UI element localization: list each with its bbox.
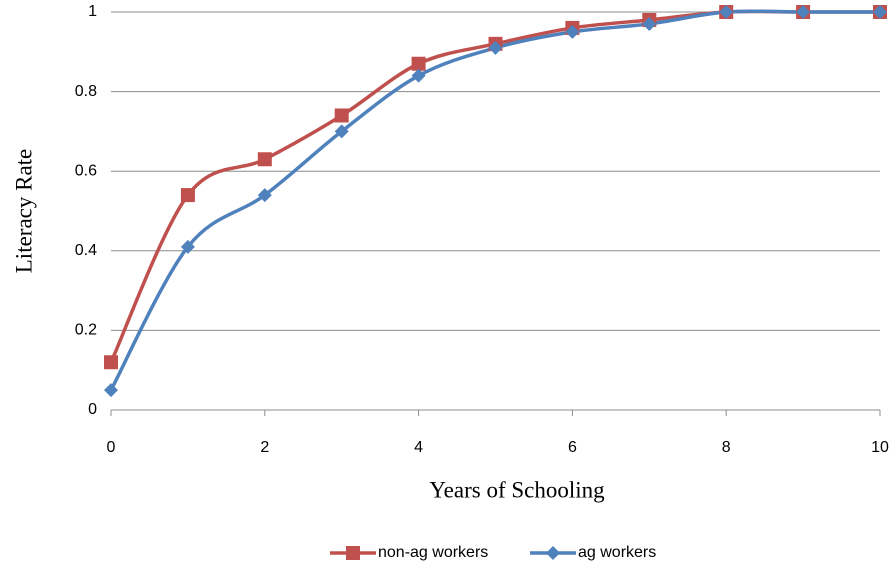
marker: [180, 188, 195, 203]
x-tick-label: 10: [871, 439, 889, 456]
marker: [719, 5, 734, 19]
marker: [180, 239, 195, 254]
marker: [565, 24, 580, 39]
legend-label: non-ag workers: [378, 544, 488, 561]
marker: [411, 56, 426, 71]
marker: [546, 546, 560, 560]
x-tick-label: 8: [722, 439, 731, 456]
y-tick-label: 0.6: [75, 162, 97, 179]
marker: [873, 5, 887, 19]
x-tick-label: 4: [414, 439, 423, 456]
y-tick-label: 0.2: [75, 322, 97, 339]
marker: [411, 68, 426, 83]
marker: [334, 108, 349, 123]
y-tick-label: 0.4: [75, 242, 97, 259]
marker: [104, 383, 118, 398]
marker: [346, 546, 360, 560]
y-tick-label: 0: [88, 401, 97, 418]
x-tick-label: 0: [107, 439, 116, 456]
marker: [257, 188, 272, 203]
marker: [488, 40, 503, 55]
series-line: [109, 9, 880, 363]
x-tick-label: 6: [568, 439, 577, 456]
y-tick-label: 1: [88, 3, 97, 20]
y-tick-label: 0.8: [75, 83, 97, 100]
x-axis-title: Years of Schooling: [429, 477, 605, 502]
legend-label: ag workers: [578, 544, 656, 561]
marker: [334, 124, 349, 139]
y-axis-title: Literacy Rate: [11, 149, 36, 274]
x-tick-label: 2: [260, 439, 269, 456]
series-line: [109, 9, 880, 391]
marker: [642, 16, 657, 31]
marker: [104, 355, 118, 370]
marker: [257, 152, 272, 167]
marker: [796, 5, 811, 19]
